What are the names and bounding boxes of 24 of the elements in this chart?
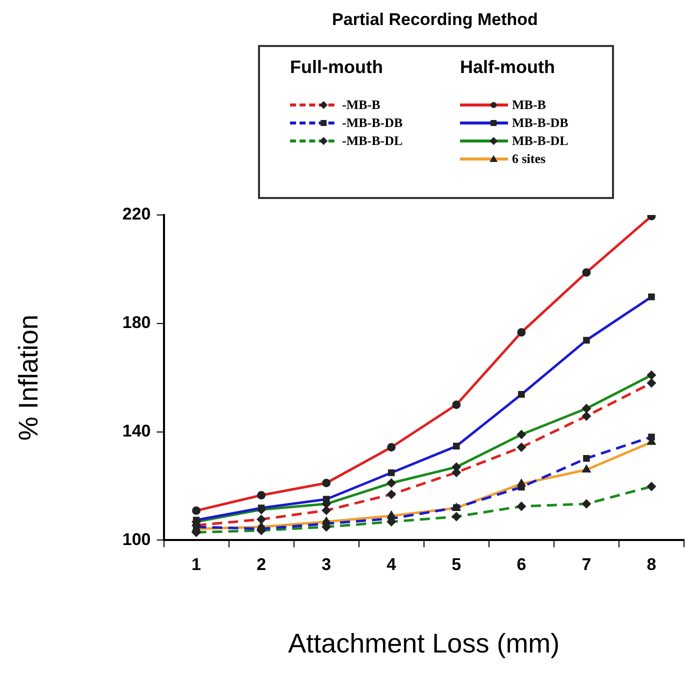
x-axis-title: Attachment Loss (mm) (288, 628, 560, 658)
text: Half-mouth (460, 57, 556, 78)
x-tick-label: 5 (452, 555, 462, 574)
x-tick-label: 7 (582, 555, 592, 574)
y-tick-label: 100 (122, 530, 151, 549)
x-tick-label: 2 (256, 555, 266, 574)
legend-label: 6 sites (512, 151, 546, 167)
y-tick-label: 180 (122, 313, 151, 332)
legend-label: MB-B-DL (512, 133, 568, 149)
text: Full-mouth (290, 57, 384, 78)
chart-title: Partial Recording Method (331, 10, 539, 30)
legend-label: -MB-B (342, 97, 380, 113)
y-axis-title: % Inflation (14, 314, 44, 441)
legend-label: -MB-B-DB (342, 115, 403, 131)
x-tick-label: 1 (192, 555, 202, 574)
legend-label: MB-B-DB (512, 115, 568, 131)
y-tick-label: 140 (122, 421, 151, 440)
legend-label: MB-B (512, 97, 546, 113)
x-tick-label: 4 (386, 555, 397, 574)
y-tick-label: 220 (122, 204, 151, 224)
x-tick-label: 8 (646, 555, 656, 574)
x-tick-label: 6 (516, 555, 526, 574)
x-tick-label: 3 (322, 555, 332, 574)
legend-label: -MB-B-DL (342, 133, 403, 149)
